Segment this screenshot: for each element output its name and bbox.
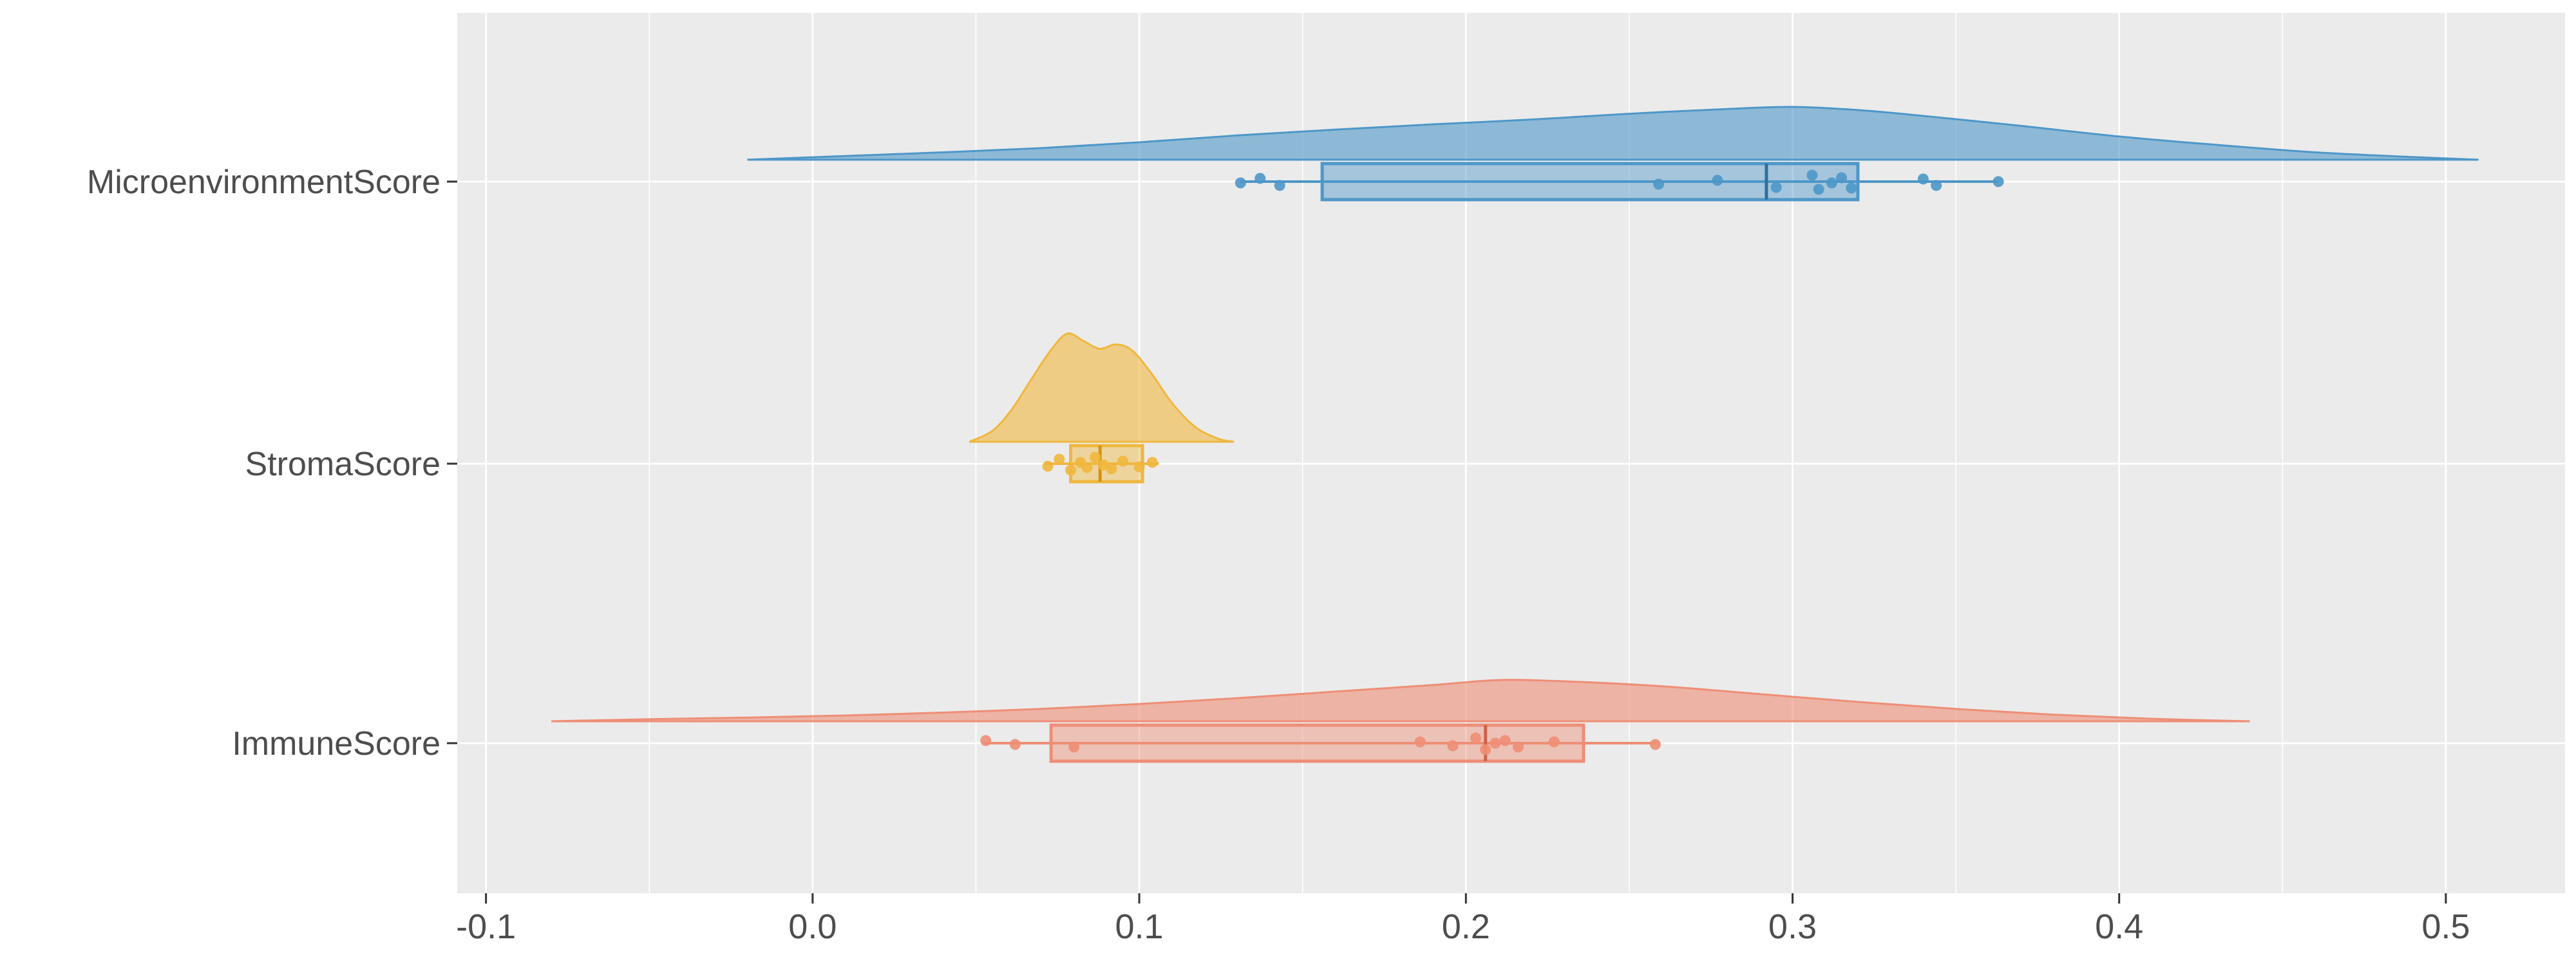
x-tick-label: 0.3: [1768, 907, 1817, 946]
data-point-MicroenvironmentScore: [1770, 182, 1782, 193]
density-cloud-MicroenvironmentScore: [747, 106, 2479, 161]
density-cloud-StromaScore: [969, 332, 1235, 443]
x-tick-label: 0.2: [1442, 907, 1490, 946]
data-point-StromaScore: [1117, 455, 1129, 467]
data-point-StromaScore: [1133, 461, 1145, 473]
data-point-ImmuneScore: [1649, 739, 1661, 750]
y-axis-label-ImmuneScore: ImmuneScore: [232, 725, 440, 762]
density-cloud-ImmuneScore: [551, 679, 2250, 723]
data-point-MicroenvironmentScore: [1846, 182, 1857, 194]
data-point-StromaScore: [1146, 457, 1158, 468]
data-point-StromaScore: [1097, 459, 1109, 471]
data-point-ImmuneScore: [1470, 732, 1481, 744]
data-point-MicroenvironmentScore: [1917, 173, 1929, 185]
x-tick-label: 0.0: [788, 907, 837, 946]
data-point-ImmuneScore: [1414, 736, 1426, 748]
data-point-MicroenvironmentScore: [1274, 180, 1285, 191]
data-point-MicroenvironmentScore: [1255, 173, 1266, 184]
data-point-MicroenvironmentScore: [1931, 180, 1942, 191]
x-tick-label: 0.4: [2095, 907, 2143, 946]
data-point-StromaScore: [1081, 462, 1093, 473]
data-point-ImmuneScore: [1480, 744, 1492, 755]
y-axis-label-StromaScore: StromaScore: [245, 446, 440, 483]
data-point-MicroenvironmentScore: [1712, 175, 1723, 186]
x-tick-label: 0.5: [2421, 907, 2470, 946]
data-point-MicroenvironmentScore: [1836, 172, 1848, 184]
data-point-ImmuneScore: [1548, 736, 1560, 748]
data-point-ImmuneScore: [1009, 739, 1021, 750]
data-point-ImmuneScore: [1512, 741, 1524, 753]
x-tick-label: 0.1: [1115, 907, 1164, 946]
y-axis-label-MicroenvironmentScore: MicroenvironmentScore: [87, 164, 440, 201]
data-point-StromaScore: [1065, 464, 1077, 476]
data-point-MicroenvironmentScore: [1993, 176, 2004, 187]
x-tick-label: -0.1: [456, 907, 516, 946]
data-point-StromaScore: [1054, 453, 1065, 465]
data-point-MicroenvironmentScore: [1813, 184, 1824, 195]
data-point-ImmuneScore: [1068, 741, 1080, 753]
data-point-MicroenvironmentScore: [1806, 169, 1818, 181]
data-point-ImmuneScore: [1447, 740, 1459, 752]
box-MicroenvironmentScore: [1320, 162, 1860, 202]
data-point-ImmuneScore: [1490, 737, 1501, 749]
data-point-MicroenvironmentScore: [1235, 177, 1246, 189]
data-point-MicroenvironmentScore: [1653, 178, 1665, 190]
data-point-StromaScore: [1090, 451, 1101, 463]
data-point-ImmuneScore: [980, 735, 992, 746]
data-point-StromaScore: [1106, 463, 1117, 475]
data-point-StromaScore: [1042, 460, 1054, 472]
data-point-ImmuneScore: [1499, 735, 1511, 746]
data-point-MicroenvironmentScore: [1826, 177, 1837, 189]
